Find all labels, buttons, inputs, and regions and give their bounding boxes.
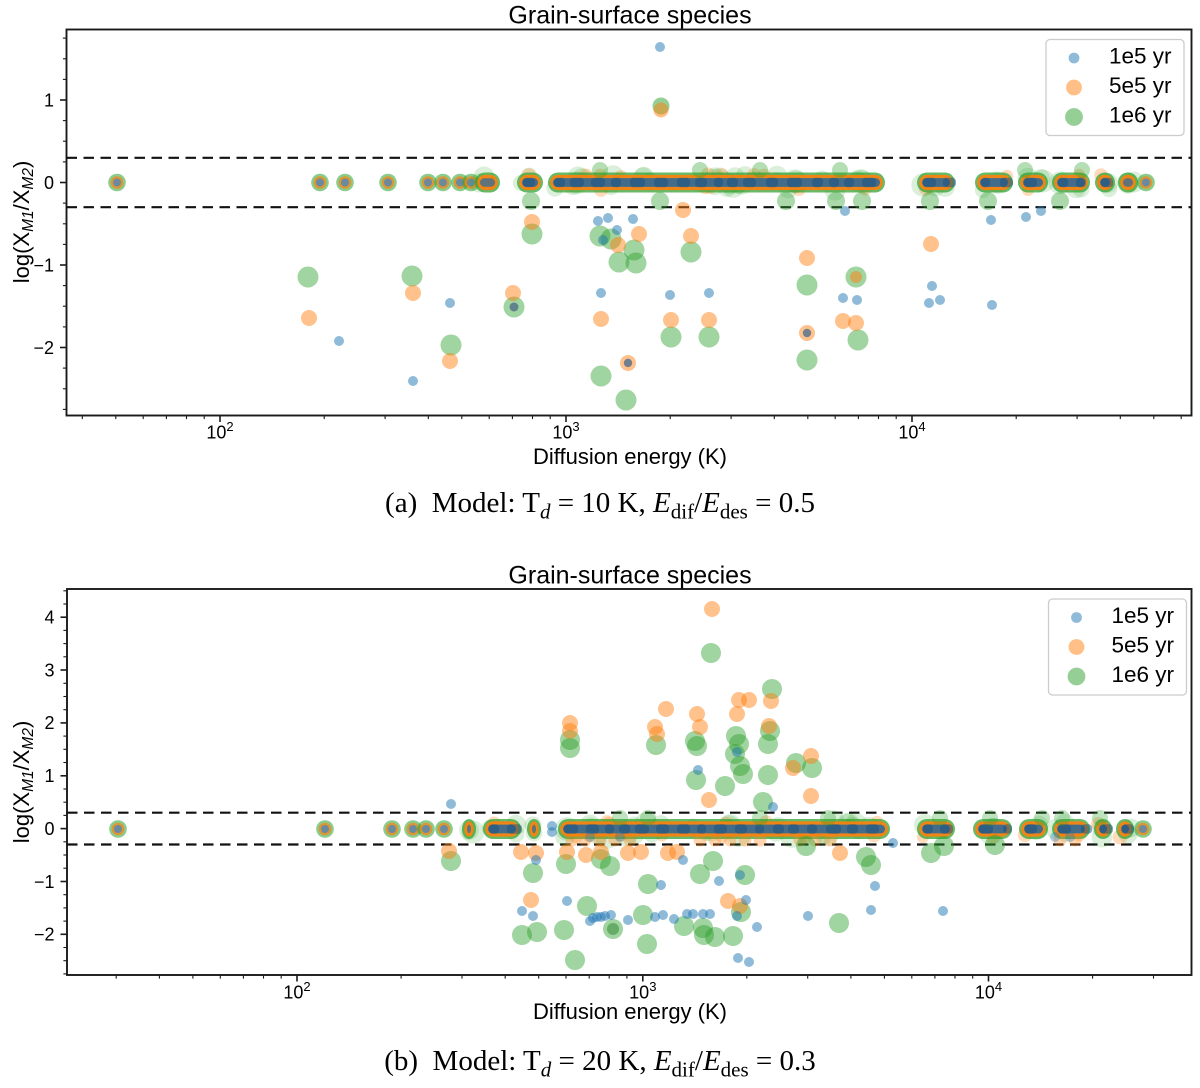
svg-text:5e5 yr: 5e5 yr	[1112, 633, 1175, 658]
svg-text:−2: −2	[33, 338, 54, 358]
svg-text:1e6 yr: 1e6 yr	[1112, 662, 1175, 687]
svg-text:Diffusion energy (K): Diffusion energy (K)	[533, 999, 727, 1024]
svg-text:1: 1	[44, 766, 54, 786]
svg-text:5e5 yr: 5e5 yr	[1109, 73, 1172, 98]
svg-text:1e5 yr: 1e5 yr	[1109, 44, 1172, 69]
svg-text:Diffusion energy (K): Diffusion energy (K)	[533, 444, 727, 469]
svg-text:−1: −1	[34, 872, 55, 892]
svg-text:0: 0	[44, 173, 54, 193]
svg-text:3: 3	[44, 660, 54, 680]
svg-text:(a) Model: Td = 10 K, Edif/Ede: (a) Model: Td = 10 K, Edif/Edes = 0.5	[385, 487, 815, 524]
svg-text:log(XM1/XM2): log(XM1/XM2)	[9, 721, 37, 844]
svg-text:Grain-surface species: Grain-surface species	[508, 2, 751, 30]
svg-text:−1: −1	[33, 255, 54, 275]
svg-text:1e5 yr: 1e5 yr	[1112, 603, 1175, 628]
svg-text:2: 2	[44, 713, 54, 733]
svg-text:(b) Model: Td = 20 K, Edif/Ede: (b) Model: Td = 20 K, Edif/Edes = 0.3	[384, 1045, 816, 1082]
svg-text:0: 0	[44, 819, 54, 839]
svg-text:−2: −2	[34, 925, 55, 945]
svg-text:Grain-surface species: Grain-surface species	[508, 562, 751, 590]
svg-text:1: 1	[44, 90, 54, 110]
svg-text:1e6 yr: 1e6 yr	[1109, 103, 1172, 128]
svg-text:4: 4	[44, 608, 54, 628]
